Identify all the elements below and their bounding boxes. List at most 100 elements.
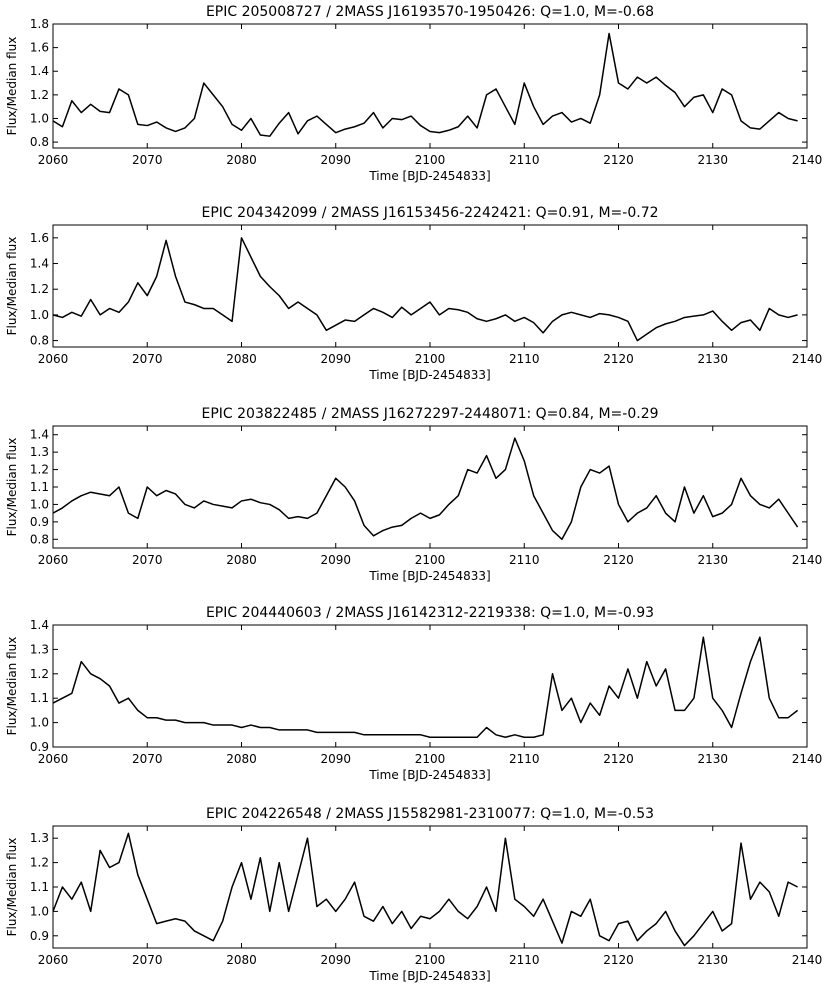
x-tick-label: 2140 bbox=[792, 752, 823, 766]
x-tick-label: 2060 bbox=[38, 352, 69, 366]
x-axis-label: Time [BJD-2454833] bbox=[368, 569, 490, 583]
y-tick-label: 1.0 bbox=[30, 716, 49, 730]
y-tick-label: 1.2 bbox=[30, 463, 49, 477]
x-axis-label: Time [BJD-2454833] bbox=[368, 169, 490, 183]
y-tick-label: 1.0 bbox=[30, 308, 49, 322]
y-tick-label: 1.2 bbox=[30, 856, 49, 870]
y-tick-label: 1.1 bbox=[30, 691, 49, 705]
y-axis-label: Flux/Median flux bbox=[5, 237, 19, 336]
y-tick-label: 1.1 bbox=[30, 480, 49, 494]
flux-series-line bbox=[52, 32, 798, 137]
x-tick-label: 2120 bbox=[603, 752, 634, 766]
x-tick-label: 2100 bbox=[415, 153, 446, 167]
chart-title: EPIC 204226548 / 2MASS J15582981-2310077… bbox=[206, 806, 654, 822]
x-axis-label: Time [BJD-2454833] bbox=[368, 969, 490, 983]
flux-series-line bbox=[52, 237, 798, 342]
y-tick-label: 1.2 bbox=[30, 667, 49, 681]
y-tick-label: 1.4 bbox=[30, 64, 49, 78]
y-axis-label: Flux/Median flux bbox=[5, 37, 19, 136]
x-tick-label: 2120 bbox=[603, 953, 634, 967]
x-tick-label: 2090 bbox=[320, 553, 351, 567]
x-tick-label: 2120 bbox=[603, 153, 634, 167]
x-tick-label: 2060 bbox=[38, 752, 69, 766]
chart-panel-2: EPIC 204342099 / 2MASS J16153456-2242421… bbox=[5, 205, 822, 382]
x-tick-label: 2060 bbox=[38, 153, 69, 167]
x-tick-label: 2110 bbox=[509, 553, 540, 567]
chart-panel-4: EPIC 204440603 / 2MASS J16142312-2219338… bbox=[5, 605, 822, 782]
x-tick-label: 2110 bbox=[509, 153, 540, 167]
x-tick-label: 2070 bbox=[132, 153, 163, 167]
x-tick-label: 2140 bbox=[792, 153, 823, 167]
plot-frame bbox=[52, 23, 808, 149]
y-tick-label: 1.0 bbox=[30, 111, 49, 125]
x-tick-label: 2080 bbox=[226, 153, 257, 167]
chart-title: EPIC 204440603 / 2MASS J16142312-2219338… bbox=[206, 605, 654, 621]
y-tick-label: 1.4 bbox=[30, 618, 49, 632]
x-tick-label: 2110 bbox=[509, 953, 540, 967]
x-tick-label: 2060 bbox=[38, 953, 69, 967]
y-tick-label: 1.4 bbox=[30, 257, 49, 271]
x-tick-label: 2130 bbox=[697, 752, 728, 766]
y-tick-label: 1.6 bbox=[30, 41, 49, 55]
plot-frame bbox=[52, 825, 808, 949]
x-tick-label: 2130 bbox=[697, 352, 728, 366]
y-tick-label: 1.0 bbox=[30, 497, 49, 511]
y-tick-label: 0.8 bbox=[30, 135, 49, 149]
x-tick-label: 2080 bbox=[226, 953, 257, 967]
x-tick-label: 2090 bbox=[320, 352, 351, 366]
y-tick-label: 1.4 bbox=[30, 428, 49, 442]
y-tick-label: 1.0 bbox=[30, 904, 49, 918]
y-tick-label: 0.8 bbox=[30, 532, 49, 546]
x-tick-label: 2130 bbox=[697, 153, 728, 167]
chart-title: EPIC 203822485 / 2MASS J16272297-2448071… bbox=[201, 406, 658, 422]
chart-title: EPIC 205008727 / 2MASS J16193570-1950426… bbox=[206, 4, 654, 20]
x-tick-label: 2070 bbox=[132, 953, 163, 967]
x-tick-label: 2090 bbox=[320, 752, 351, 766]
x-tick-label: 2100 bbox=[415, 352, 446, 366]
x-tick-label: 2110 bbox=[509, 752, 540, 766]
x-tick-label: 2140 bbox=[792, 352, 823, 366]
x-tick-label: 2140 bbox=[792, 953, 823, 967]
y-tick-label: 1.2 bbox=[30, 282, 49, 296]
x-tick-label: 2110 bbox=[509, 352, 540, 366]
y-axis-label: Flux/Median flux bbox=[5, 637, 19, 736]
x-tick-label: 2080 bbox=[226, 352, 257, 366]
x-tick-label: 2100 bbox=[415, 752, 446, 766]
x-tick-label: 2070 bbox=[132, 352, 163, 366]
x-tick-label: 2100 bbox=[415, 553, 446, 567]
x-tick-label: 2090 bbox=[320, 153, 351, 167]
y-axis-label: Flux/Median flux bbox=[5, 438, 19, 537]
flux-series-line bbox=[52, 636, 799, 738]
y-tick-label: 0.9 bbox=[30, 929, 49, 943]
y-tick-label: 1.1 bbox=[30, 880, 49, 894]
chart-panel-1: EPIC 205008727 / 2MASS J16193570-1950426… bbox=[5, 4, 822, 183]
x-tick-label: 2070 bbox=[132, 553, 163, 567]
x-tick-label: 2070 bbox=[132, 752, 163, 766]
y-tick-label: 0.8 bbox=[30, 334, 49, 348]
chart-panel-3: EPIC 203822485 / 2MASS J16272297-2448071… bbox=[5, 406, 822, 583]
x-tick-label: 2090 bbox=[320, 953, 351, 967]
y-tick-label: 1.6 bbox=[30, 231, 49, 245]
x-tick-label: 2130 bbox=[697, 553, 728, 567]
plot-frame bbox=[52, 425, 808, 549]
x-tick-label: 2100 bbox=[415, 953, 446, 967]
y-tick-label: 1.3 bbox=[30, 642, 49, 656]
y-tick-label: 0.9 bbox=[30, 740, 49, 754]
x-tick-label: 2080 bbox=[226, 752, 257, 766]
x-tick-label: 2140 bbox=[792, 553, 823, 567]
x-axis-label: Time [BJD-2454833] bbox=[368, 368, 490, 382]
y-tick-label: 1.3 bbox=[30, 445, 49, 459]
plot-frame bbox=[52, 624, 808, 748]
chart-title: EPIC 204342099 / 2MASS J16153456-2242421… bbox=[201, 205, 658, 221]
y-tick-label: 0.9 bbox=[30, 515, 49, 529]
y-axis-label: Flux/Median flux bbox=[5, 838, 19, 937]
y-tick-label: 1.3 bbox=[30, 831, 49, 845]
x-tick-label: 2120 bbox=[603, 352, 634, 366]
y-tick-label: 1.2 bbox=[30, 88, 49, 102]
x-tick-label: 2130 bbox=[697, 953, 728, 967]
x-axis-label: Time [BJD-2454833] bbox=[368, 768, 490, 782]
flux-series-line bbox=[52, 437, 799, 541]
x-tick-label: 2080 bbox=[226, 553, 257, 567]
